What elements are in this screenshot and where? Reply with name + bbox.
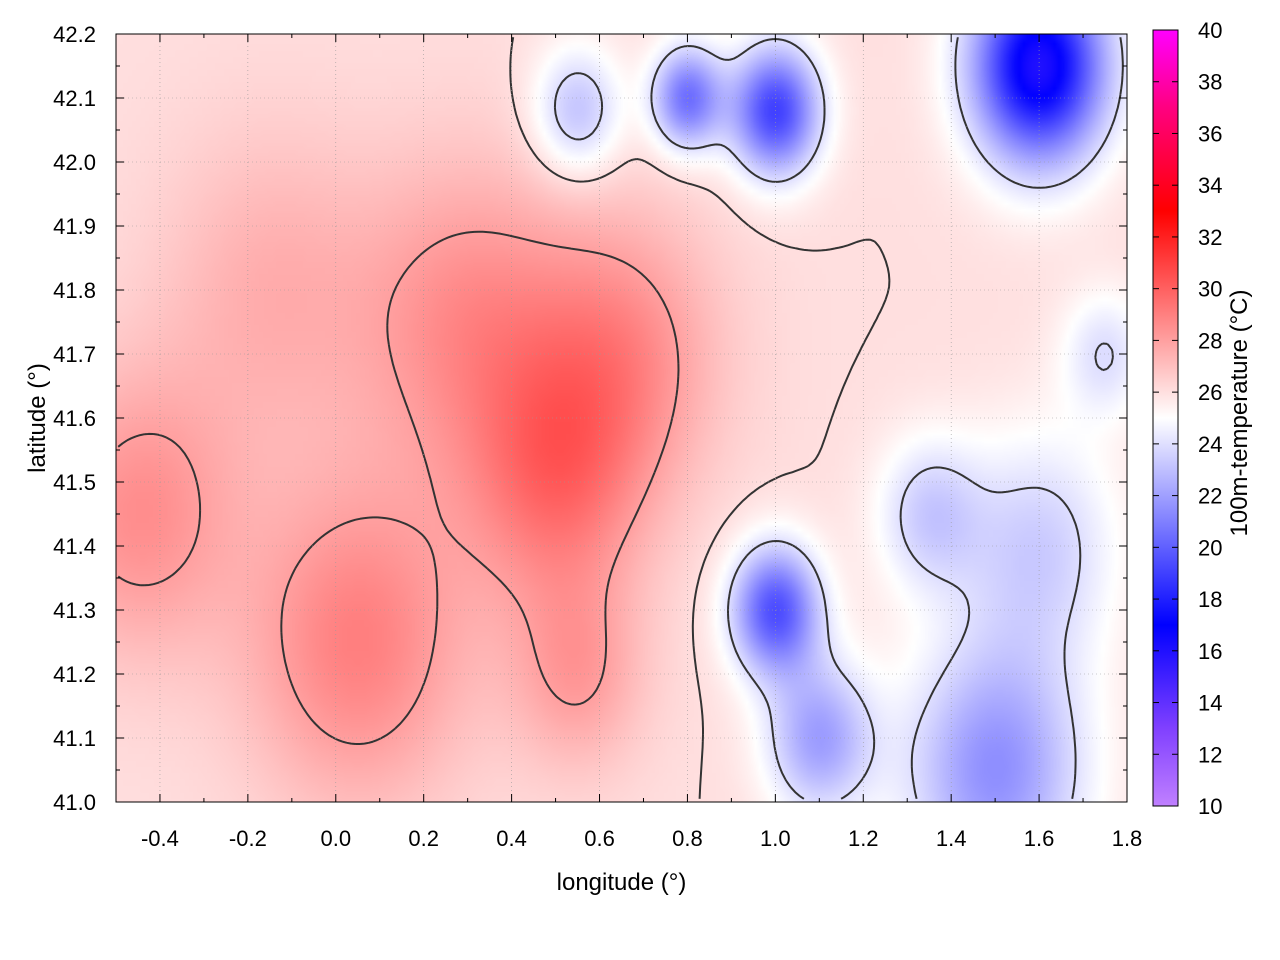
colorbar-tick-label: 30 xyxy=(1198,277,1222,302)
y-tick-label: 41.0 xyxy=(53,790,96,815)
y-tick-label: 41.3 xyxy=(53,598,96,623)
y-axis-ticks: 41.0 41.1 41.2 41.3 41.4 41.5 41.6 41.7 41.8 41.9… xyxy=(53,22,1127,815)
colorbar-title: 100m-temperature (°C) xyxy=(1226,289,1253,536)
colorbar-tick-label: 10 xyxy=(1198,794,1222,819)
y-tick-label: 41.7 xyxy=(53,342,96,367)
y-tick-label: 41.4 xyxy=(53,534,96,559)
x-tick-label: 0.6 xyxy=(584,826,615,851)
colorbar-tick-label: 38 xyxy=(1198,70,1222,95)
colorbar-tick-label: 14 xyxy=(1198,691,1222,716)
colorbar-tick-label: 12 xyxy=(1198,742,1222,767)
y-tick-label: 41.1 xyxy=(53,726,96,751)
y-tick-label: 41.9 xyxy=(53,214,96,239)
contour-lines xyxy=(117,37,1124,800)
x-tick-label: 0.2 xyxy=(408,826,439,851)
x-tick-label: 1.2 xyxy=(848,826,879,851)
y-tick-label: 42.2 xyxy=(53,22,96,47)
colorbar-tick-label: 16 xyxy=(1198,639,1222,664)
x-tick-label: 1.6 xyxy=(1024,826,1055,851)
colorbar-tick-label: 24 xyxy=(1198,432,1222,457)
heatmap-raster xyxy=(116,34,1127,802)
colorbar-tick-label: 34 xyxy=(1198,173,1222,198)
x-tick-label: 1.8 xyxy=(1112,826,1143,851)
x-tick-label: -0.4 xyxy=(141,826,179,851)
plot-area: -0.4 -0.2 0.0 0.2 0.4 0.6 0.8 1.0 1.2 1.4 1.6 1.8 4… xyxy=(53,22,1142,851)
x-axis-title: longitude (°) xyxy=(557,869,687,896)
x-tick-label: 1.0 xyxy=(760,826,791,851)
colorbar: 10 12 14 16 18 20 22 24 26 28 30 32 34 36 38 40 xyxy=(1152,18,1222,819)
colorbar-tick-label: 18 xyxy=(1198,587,1222,612)
x-tick-label: 0.0 xyxy=(320,826,351,851)
y-tick-label: 41.2 xyxy=(53,662,96,687)
x-tick-label: 0.4 xyxy=(496,826,527,851)
colorbar-tick-label: 28 xyxy=(1198,328,1222,353)
colorbar-tick-label: 22 xyxy=(1198,484,1222,509)
y-tick-label: 41.8 xyxy=(53,278,96,303)
y-tick-label: 42.0 xyxy=(53,150,96,175)
colorbar-ticks: 10 12 14 16 18 20 22 24 26 28 30 32 34 36 38 40 xyxy=(1153,18,1222,819)
colorbar-gradient xyxy=(1152,29,1179,807)
x-tick-label: -0.2 xyxy=(229,826,267,851)
y-axis-title: latitude (°) xyxy=(24,363,51,473)
x-tick-label: 0.8 xyxy=(672,826,703,851)
colorbar-tick-label: 26 xyxy=(1198,380,1222,405)
colorbar-tick-label: 36 xyxy=(1198,121,1222,146)
x-axis-ticks: -0.4 -0.2 0.0 0.2 0.4 0.6 0.8 1.0 1.2 1.4 1.6 1.8 xyxy=(115,34,1143,851)
contour-level-24 xyxy=(553,37,1124,800)
y-tick-label: 41.5 xyxy=(53,470,96,495)
contour-level-28 xyxy=(117,230,680,745)
grid-lines xyxy=(116,33,1128,803)
contour-level-26 xyxy=(509,37,891,799)
colorbar-tick-label: 40 xyxy=(1198,18,1222,43)
colorbar-tick-label: 20 xyxy=(1198,535,1222,560)
x-tick-label: 1.4 xyxy=(936,826,967,851)
y-tick-label: 42.1 xyxy=(53,86,96,111)
y-tick-label: 41.6 xyxy=(53,406,96,431)
colorbar-tick-label: 32 xyxy=(1198,225,1222,250)
